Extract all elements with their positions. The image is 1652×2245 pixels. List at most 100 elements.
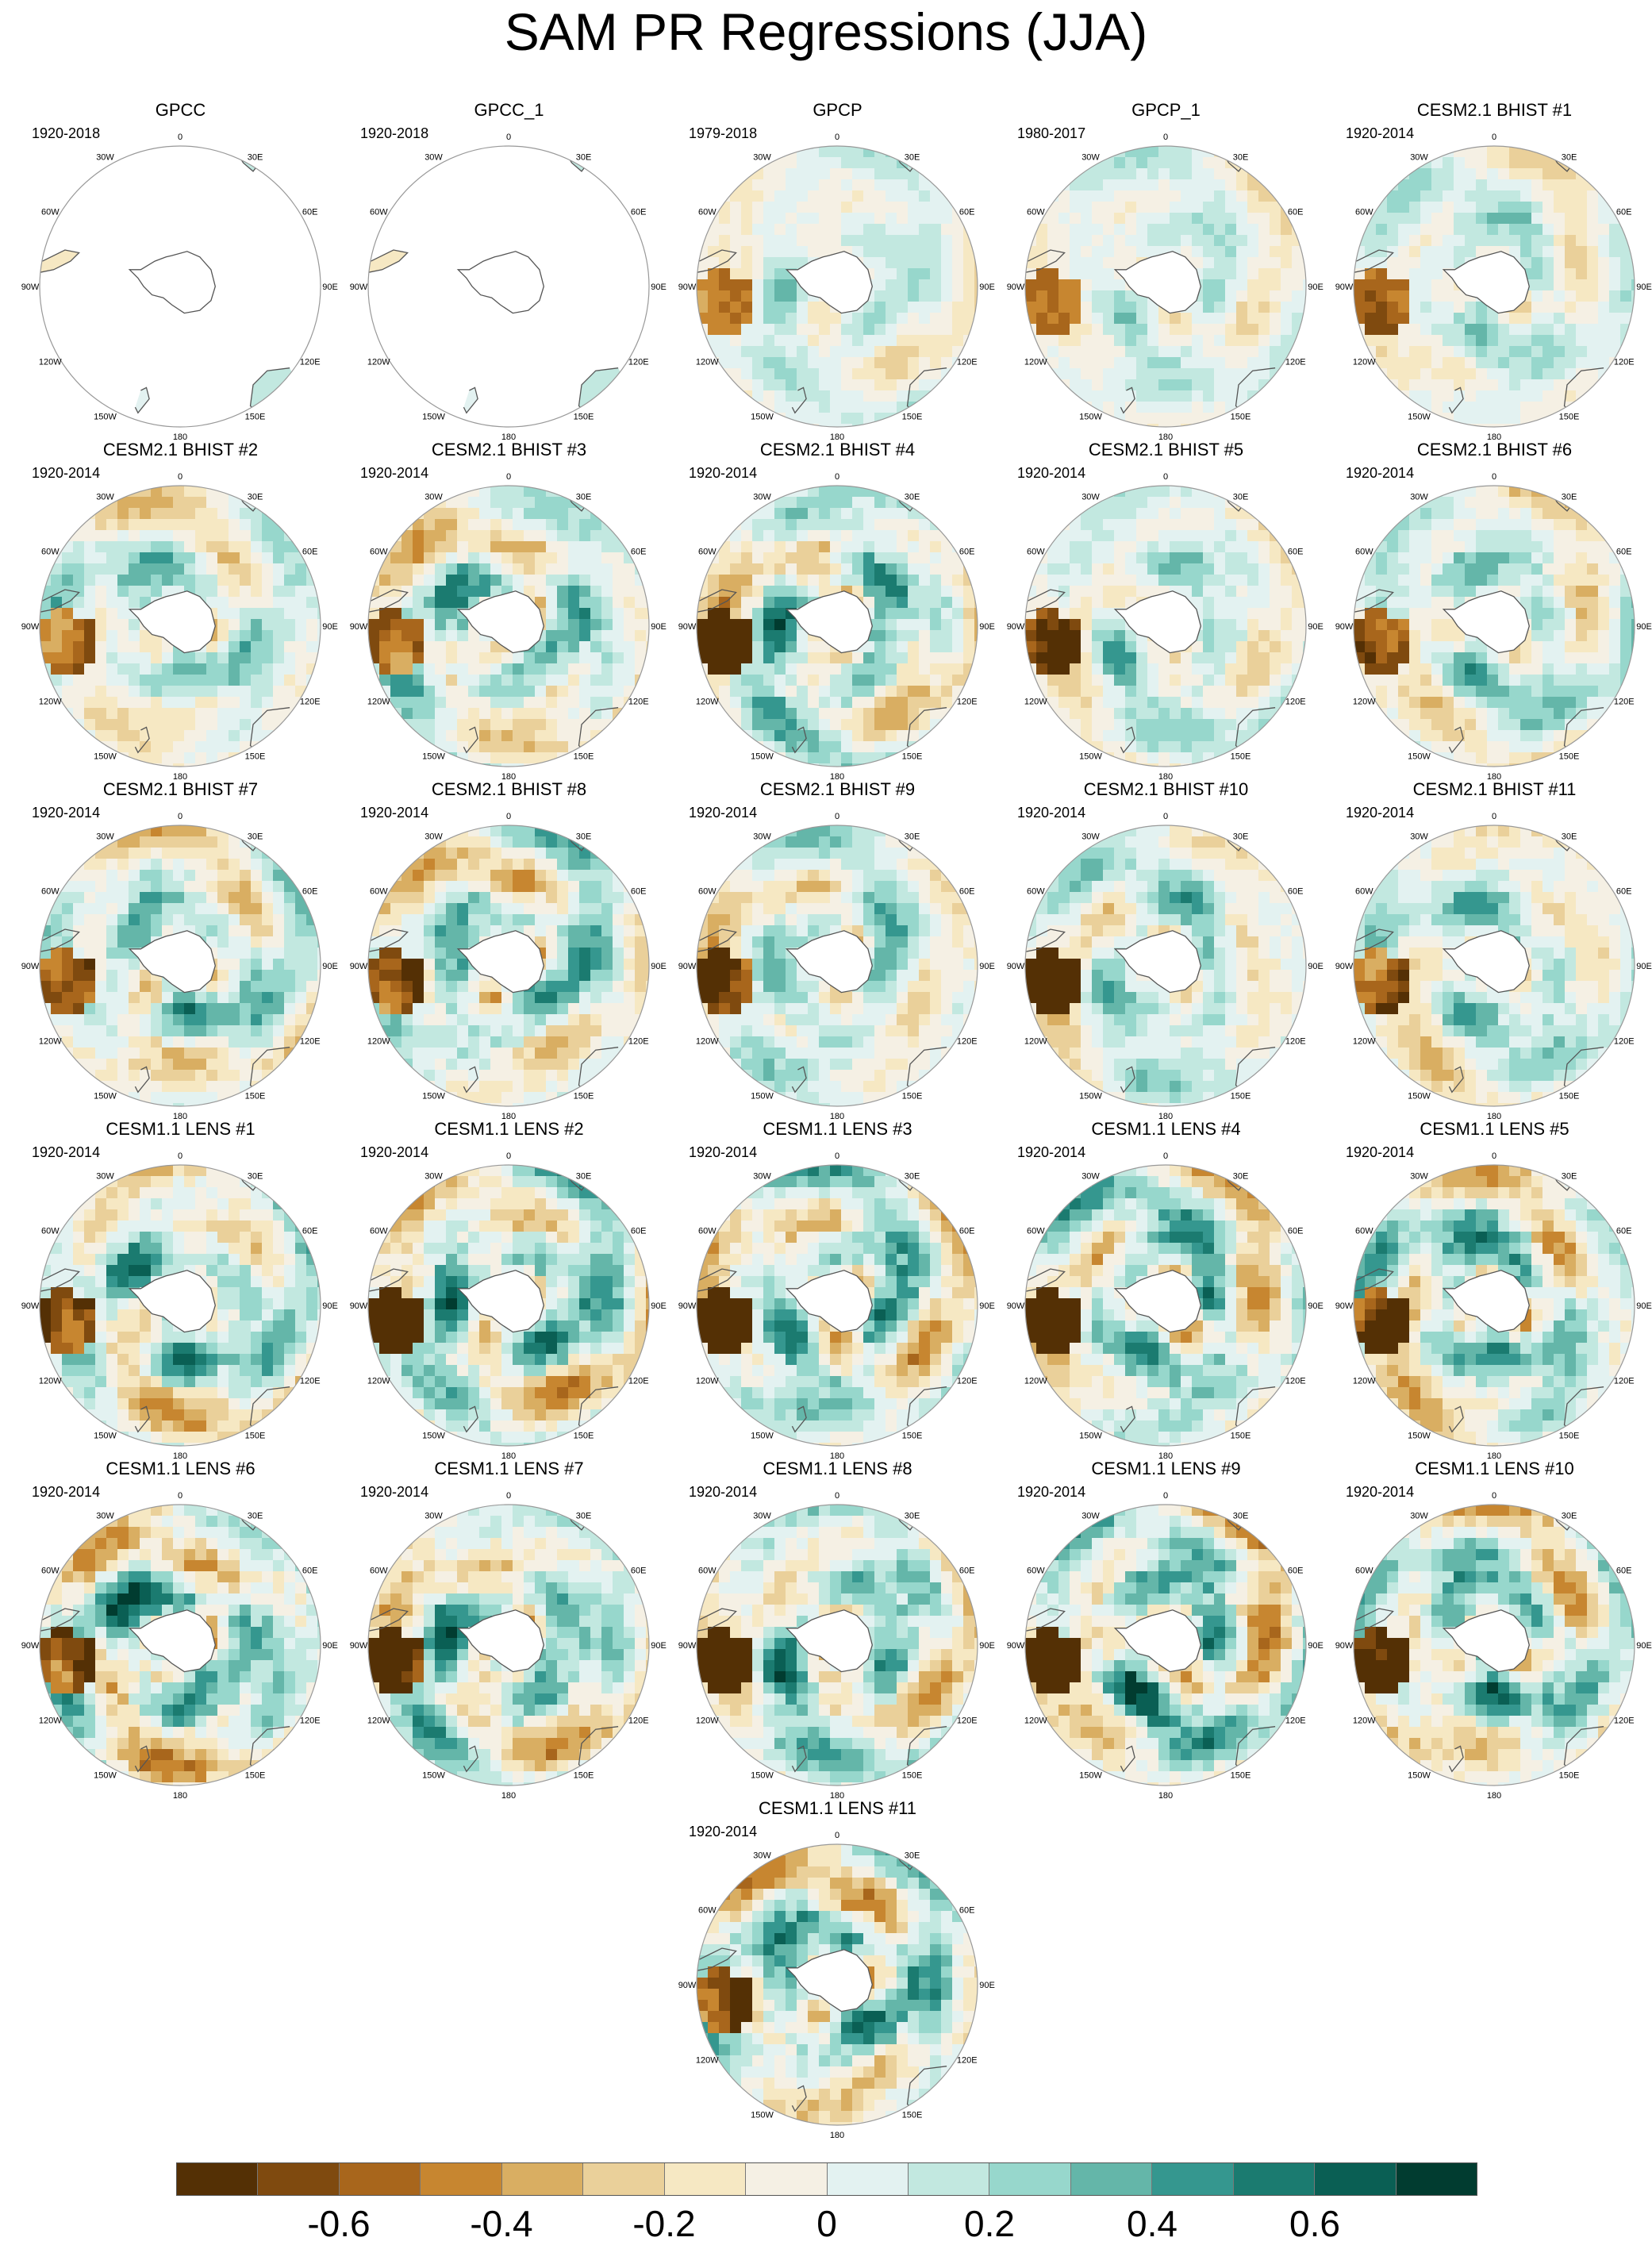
field-cell xyxy=(863,379,875,391)
field-cell xyxy=(697,575,709,586)
field-cell xyxy=(129,892,140,904)
field-cell xyxy=(874,257,886,269)
field-cell xyxy=(1587,663,1599,675)
field-cell xyxy=(295,959,307,971)
field-cell xyxy=(1554,586,1566,598)
field-cell xyxy=(446,541,458,553)
field-cell xyxy=(730,686,742,698)
field-cell xyxy=(1565,235,1577,247)
field-cell xyxy=(1587,597,1599,609)
field-cell xyxy=(217,936,229,948)
field-cell xyxy=(1554,597,1566,609)
field-cell xyxy=(941,586,953,598)
field-cell xyxy=(908,508,920,520)
field-cell xyxy=(1203,741,1215,753)
field-cell xyxy=(1214,519,1226,531)
field-cell xyxy=(941,235,953,247)
field-cell xyxy=(457,597,469,609)
field-cell xyxy=(1420,313,1432,325)
field-cell xyxy=(1058,575,1070,586)
field-cell xyxy=(95,552,107,564)
field-cell xyxy=(295,563,307,575)
field-cell xyxy=(1520,586,1532,598)
field-cell xyxy=(830,190,842,202)
field-cell xyxy=(240,925,252,937)
field-cell xyxy=(1431,313,1443,325)
field-cell xyxy=(1225,268,1237,280)
field-cell xyxy=(752,641,764,653)
field-cell xyxy=(117,563,129,575)
field-cell xyxy=(1225,530,1237,542)
field-cell xyxy=(1565,324,1577,336)
field-cell xyxy=(1398,179,1410,191)
field-cell xyxy=(930,552,942,564)
field-cell xyxy=(40,981,52,993)
field-cell xyxy=(1214,279,1226,291)
field-cell xyxy=(1598,190,1610,202)
field-cell xyxy=(117,836,129,848)
field-cell xyxy=(841,730,853,742)
field-cell xyxy=(841,346,853,358)
field-cell xyxy=(262,597,274,609)
field-cell xyxy=(1125,675,1137,686)
field-cell xyxy=(1520,324,1532,336)
field-cell xyxy=(568,619,580,631)
field-cell xyxy=(774,157,786,169)
field-cell xyxy=(1587,652,1599,664)
field-cell xyxy=(774,224,786,236)
field-cell xyxy=(1520,741,1532,753)
field-cell xyxy=(863,402,875,413)
field-cell xyxy=(162,552,174,564)
field-cell xyxy=(1376,563,1388,575)
field-cell xyxy=(1236,641,1248,653)
field-cell xyxy=(1576,257,1588,269)
field-cell xyxy=(295,925,307,937)
field-cell xyxy=(1203,235,1215,247)
field-cell xyxy=(1125,497,1137,509)
field-cell xyxy=(262,981,274,993)
field-cell xyxy=(1387,619,1399,631)
field-cell xyxy=(919,213,931,225)
field-cell xyxy=(62,575,74,586)
field-cell xyxy=(1281,224,1293,236)
field-cell xyxy=(251,619,263,631)
field-cell xyxy=(1114,179,1126,191)
field-cell xyxy=(1047,641,1059,653)
field-cell xyxy=(1114,302,1126,313)
field-cell xyxy=(1476,335,1488,347)
field-cell xyxy=(1565,597,1577,609)
field-cell xyxy=(468,697,480,709)
field-cell xyxy=(73,719,85,731)
field-cell xyxy=(1103,608,1115,620)
field-cell xyxy=(1543,552,1554,564)
field-cell xyxy=(62,663,74,675)
field-cell xyxy=(1431,708,1443,720)
field-cell xyxy=(1092,697,1104,709)
longitude-label: 120W xyxy=(1353,698,1376,707)
field-cell xyxy=(240,663,252,675)
field-cell xyxy=(1270,379,1281,391)
field-cell xyxy=(1103,235,1115,247)
field-cell xyxy=(1554,508,1566,520)
field-cell xyxy=(1531,630,1543,642)
field-cell xyxy=(435,652,447,664)
field-cell xyxy=(719,302,731,313)
field-cell xyxy=(786,497,797,509)
field-cell xyxy=(1543,246,1554,258)
field-cell xyxy=(1125,357,1137,369)
field-cell xyxy=(1487,202,1499,213)
field-cell xyxy=(1631,290,1635,302)
field-cell xyxy=(1225,608,1237,620)
field-cell xyxy=(730,357,742,369)
field-cell xyxy=(1387,641,1399,653)
longitude-label: 60E xyxy=(1288,208,1304,217)
field-cell xyxy=(1587,213,1599,225)
field-cell xyxy=(229,530,240,542)
field-cell xyxy=(151,741,163,753)
field-cell xyxy=(524,730,536,742)
field-cell xyxy=(1036,608,1048,620)
field-cell xyxy=(774,257,786,269)
field-cell xyxy=(173,686,185,698)
field-cell xyxy=(62,992,74,1004)
longitude-label: 90W xyxy=(21,283,40,292)
